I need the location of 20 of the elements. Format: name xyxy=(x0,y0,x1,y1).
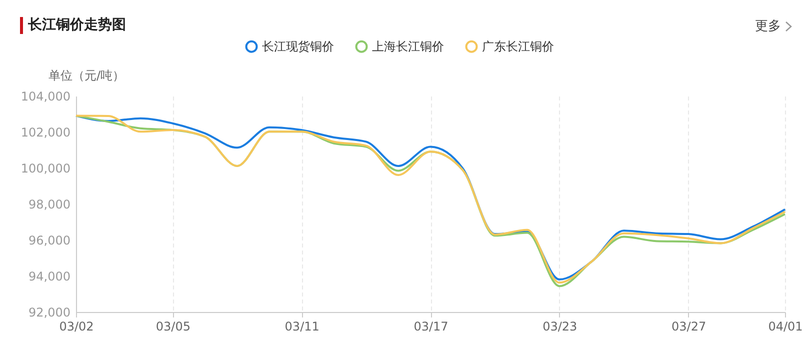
x-tick-label: 03/27 xyxy=(672,320,706,334)
y-axis-title: 单位（元/吨） xyxy=(48,68,125,82)
text: 更多 xyxy=(755,18,781,35)
chart-title: 长江铜价走势图 xyxy=(28,16,126,34)
legend-label: 上海长江铜价 xyxy=(372,40,444,54)
y-tick-label: 96,000 xyxy=(28,234,70,248)
y-tick-label: 94,000 xyxy=(28,270,70,284)
x-tick-label: 03/05 xyxy=(156,320,190,334)
y-tick-label: 104,000 xyxy=(20,90,70,104)
x-tick-label: 04/01 xyxy=(768,320,803,334)
x-tick-label: 03/02 xyxy=(59,320,94,334)
x-tick-label: 03/23 xyxy=(542,320,578,334)
y-tick-label: 100,000 xyxy=(20,162,70,176)
legend-label: 长江现货铜价 xyxy=(262,40,334,54)
y-tick-label: 102,000 xyxy=(20,126,70,140)
legend-label: 广东长江铜价 xyxy=(482,40,554,54)
y-tick-label: 98,000 xyxy=(28,198,70,212)
x-tick-label: 03/11 xyxy=(284,320,320,334)
y-tick-label: 92,000 xyxy=(28,306,70,320)
x-tick-label: 03/17 xyxy=(414,320,448,334)
